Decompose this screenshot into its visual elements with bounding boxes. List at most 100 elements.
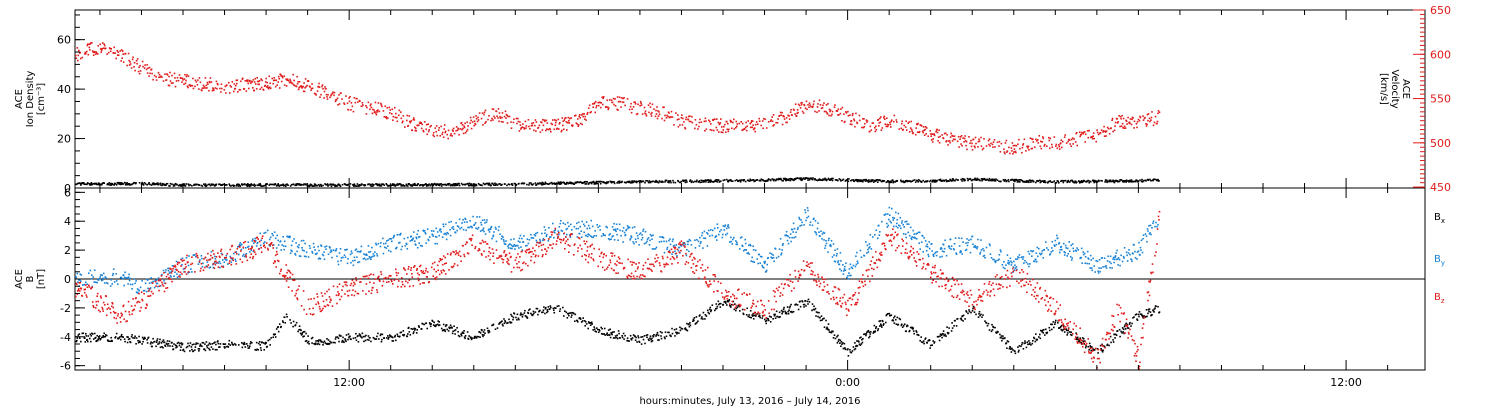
data-point	[342, 337, 344, 339]
data-point	[77, 281, 79, 283]
data-point	[789, 118, 791, 120]
data-point	[658, 115, 660, 117]
data-point	[293, 321, 295, 323]
data-point	[752, 124, 754, 126]
data-point	[364, 258, 366, 260]
data-point	[552, 119, 554, 121]
data-point	[600, 183, 602, 185]
data-point	[326, 96, 328, 98]
data-point	[623, 97, 625, 99]
data-point	[380, 333, 382, 335]
data-point	[331, 342, 333, 344]
data-point	[445, 131, 447, 133]
data-point	[672, 239, 674, 241]
data-point	[682, 118, 684, 120]
data-point	[186, 74, 188, 76]
data-point	[1032, 343, 1034, 345]
data-point	[1063, 180, 1065, 182]
data-point	[159, 74, 161, 76]
data-point	[184, 183, 186, 185]
data-point	[333, 249, 335, 251]
data-point	[1146, 309, 1148, 311]
data-point	[427, 228, 429, 230]
data-point	[201, 258, 203, 260]
data-point	[1112, 118, 1114, 120]
data-point	[688, 119, 690, 121]
data-point	[979, 140, 981, 142]
data-point	[1114, 130, 1116, 132]
data-point	[644, 343, 646, 345]
data-point	[703, 312, 705, 314]
data-point	[783, 308, 785, 310]
data-point	[1045, 182, 1047, 184]
data-point	[450, 325, 452, 327]
data-point	[382, 334, 384, 336]
data-point	[407, 248, 409, 250]
data-point	[304, 331, 306, 333]
data-point	[505, 244, 507, 246]
data-point	[946, 326, 948, 328]
data-point	[1011, 147, 1013, 149]
data-point	[202, 87, 204, 89]
data-point	[275, 336, 277, 338]
data-point	[228, 82, 230, 84]
data-point	[448, 130, 450, 132]
data-point	[1014, 351, 1016, 353]
data-point	[502, 121, 504, 123]
data-point	[890, 126, 892, 128]
data-point	[1023, 348, 1025, 350]
data-point	[922, 130, 924, 132]
data-point	[994, 327, 996, 329]
data-point	[784, 118, 786, 120]
data-point	[652, 104, 654, 106]
data-point	[133, 66, 135, 68]
data-point	[110, 279, 112, 281]
data-point	[644, 335, 646, 337]
data-point	[995, 180, 997, 182]
data-point	[929, 347, 931, 349]
data-point	[480, 332, 482, 334]
data-point	[649, 180, 651, 182]
data-point	[1063, 182, 1065, 184]
data-point	[233, 253, 235, 255]
data-point	[170, 183, 172, 185]
data-point	[584, 225, 586, 227]
data-point	[523, 235, 525, 237]
data-point	[599, 330, 601, 332]
data-point	[629, 109, 631, 111]
data-point	[252, 81, 254, 83]
data-point	[618, 101, 620, 103]
data-point	[699, 122, 701, 124]
data-point	[1126, 180, 1128, 182]
data-point	[881, 326, 883, 328]
data-point	[609, 334, 611, 336]
data-point	[405, 245, 407, 247]
data-point	[1040, 141, 1042, 143]
data-point	[253, 242, 255, 244]
data-point	[469, 220, 471, 222]
data-point	[176, 261, 178, 263]
data-point	[292, 74, 294, 76]
data-point	[697, 320, 699, 322]
data-point	[664, 120, 666, 122]
data-point	[353, 111, 355, 113]
data-point	[264, 241, 266, 243]
data-point	[691, 180, 693, 182]
data-point	[676, 255, 678, 257]
data-point	[832, 111, 834, 113]
data-point	[622, 337, 624, 339]
data-point	[791, 114, 793, 116]
data-point	[202, 263, 204, 265]
data-point	[256, 245, 258, 247]
data-point	[443, 226, 445, 228]
data-point	[345, 339, 347, 341]
data-point	[382, 238, 384, 240]
data-point	[190, 268, 192, 270]
data-point	[328, 184, 330, 186]
data-point	[476, 216, 478, 218]
data-point	[349, 96, 351, 98]
data-point	[452, 226, 454, 228]
data-point	[714, 118, 716, 120]
data-point	[770, 321, 772, 323]
data-point	[930, 135, 932, 137]
